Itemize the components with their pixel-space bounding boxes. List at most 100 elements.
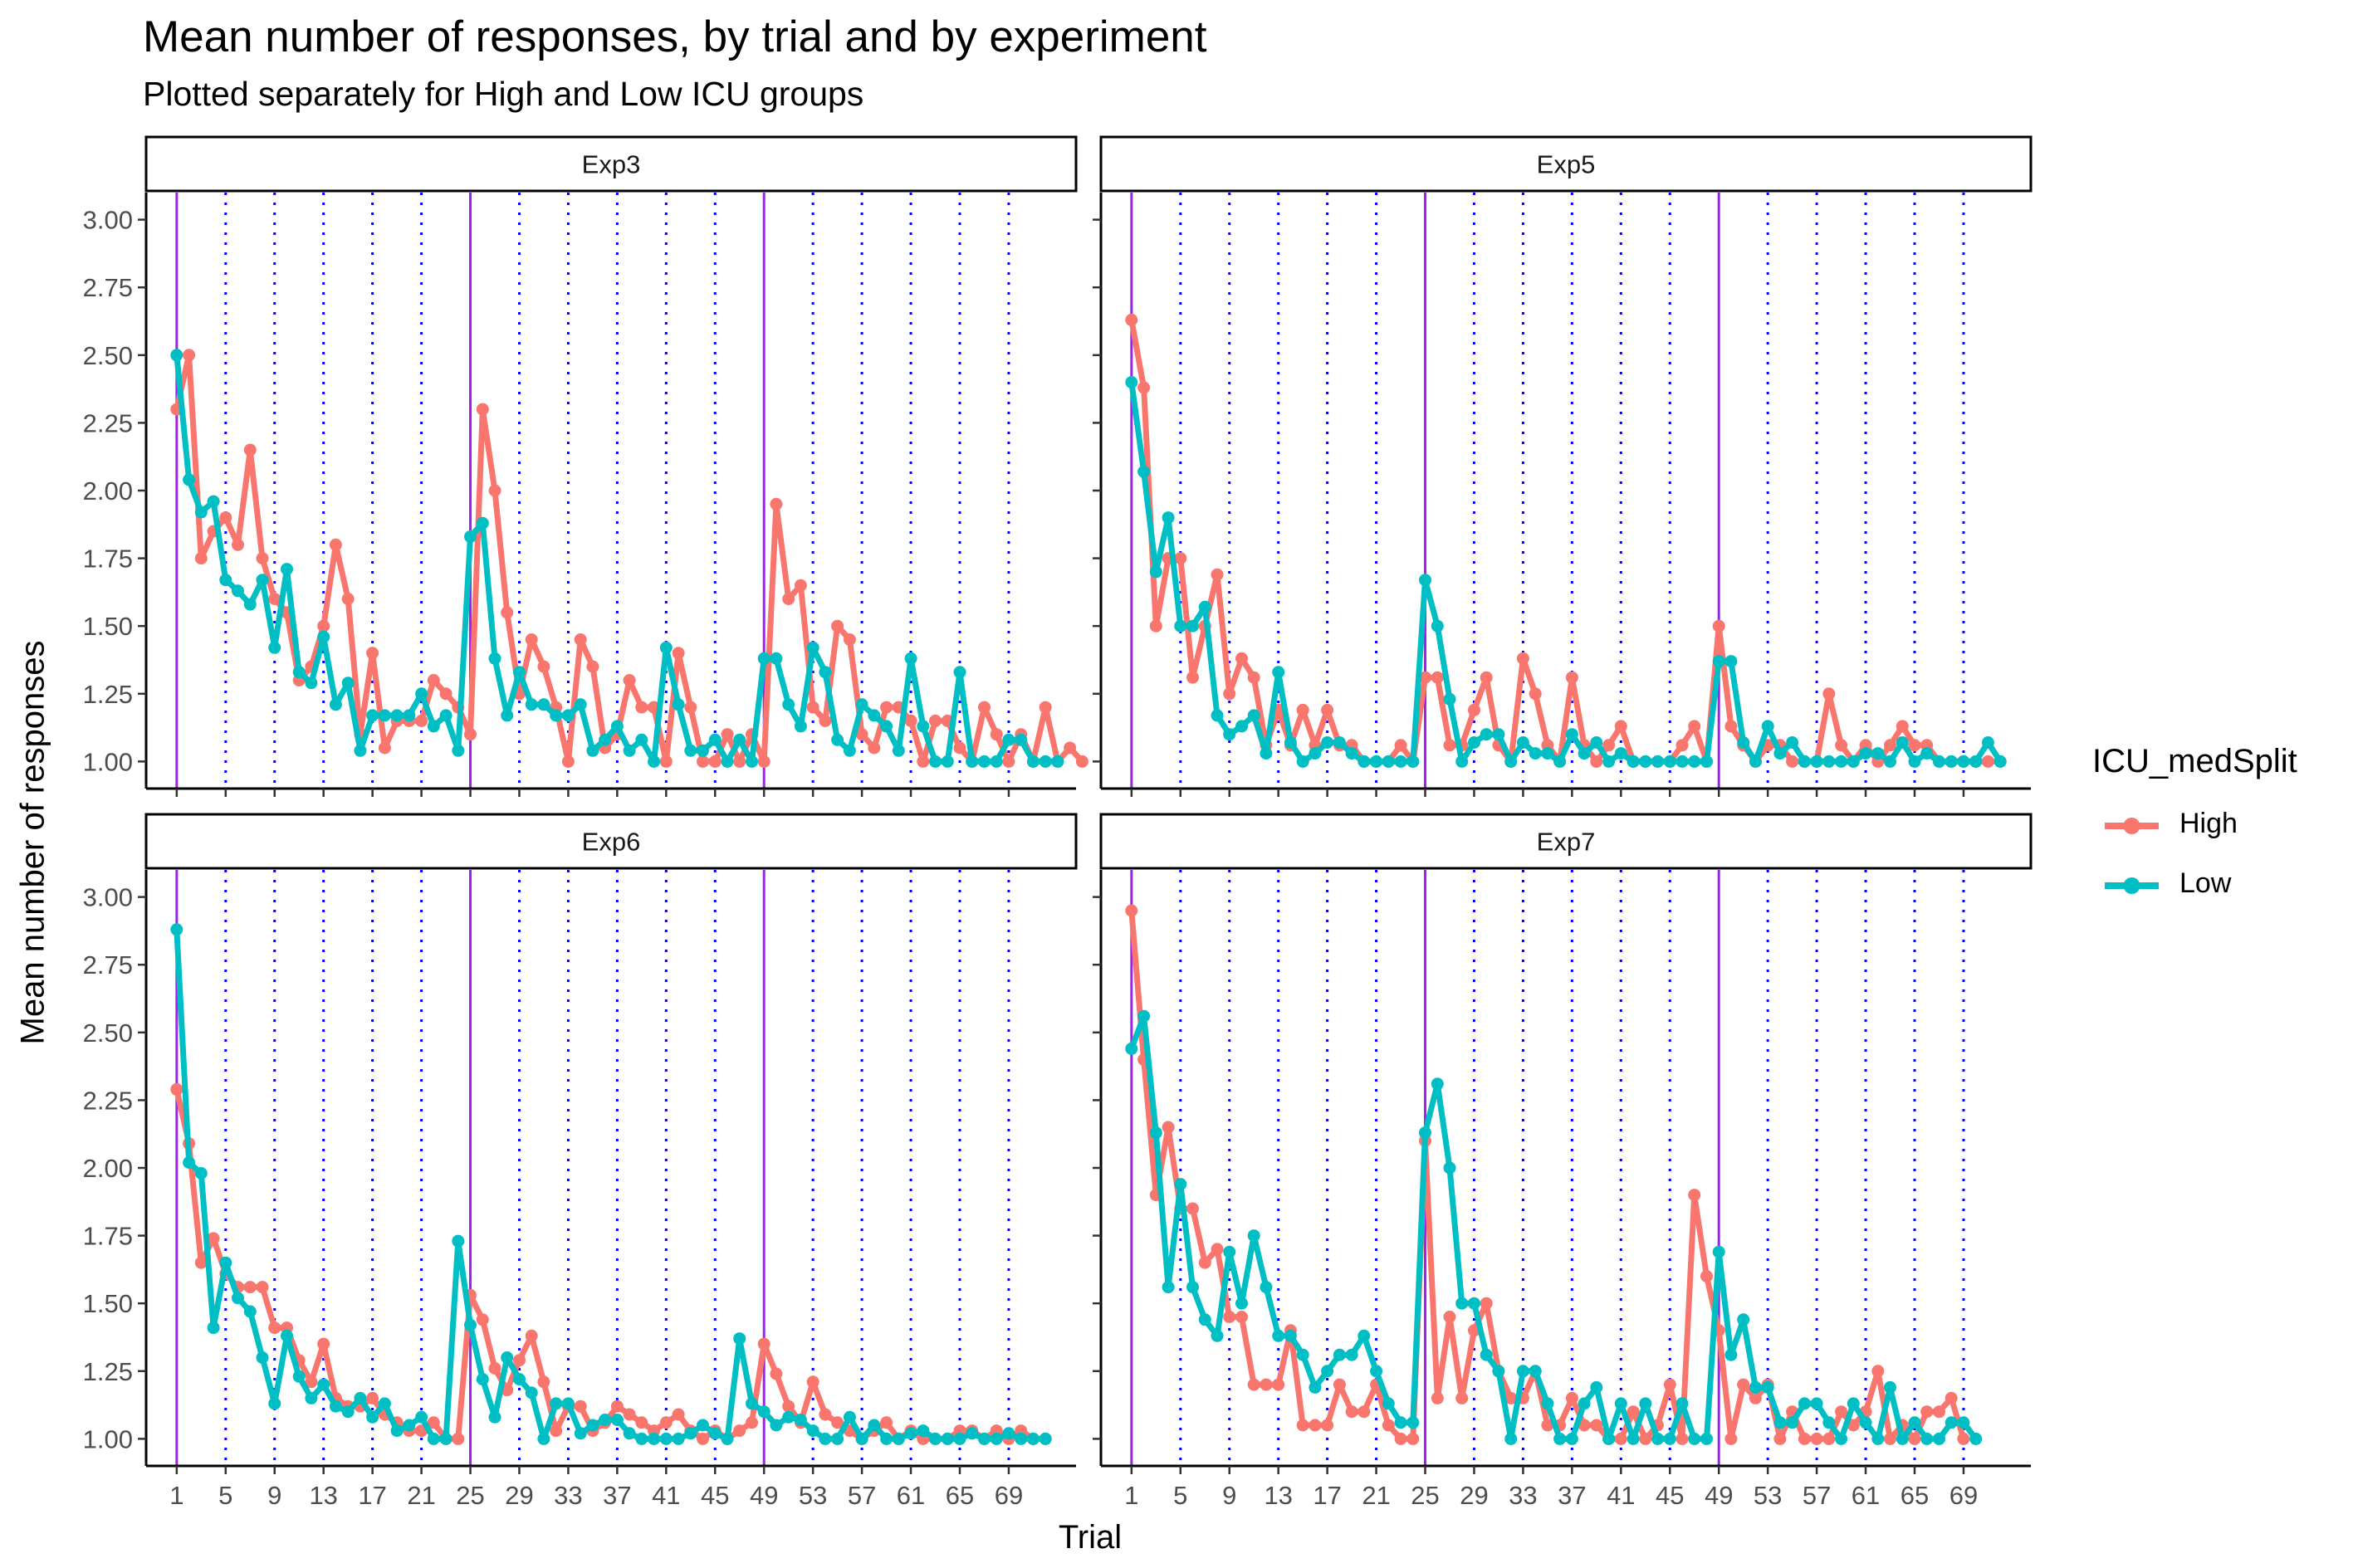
point-high-trial-65 — [953, 741, 966, 755]
point-high-trial-23 — [1394, 739, 1407, 752]
point-high-trial-27 — [1443, 739, 1456, 752]
point-low-trial-28 — [1455, 1297, 1469, 1310]
point-low-trial-64 — [941, 1432, 954, 1445]
facet-strip-exp3 — [144, 135, 1078, 193]
point-low-trial-63 — [1884, 755, 1896, 768]
series-line-low-exp7 — [1128, 1013, 1979, 1442]
point-low-trial-50 — [770, 1419, 783, 1432]
point-high-trial-13 — [317, 1337, 330, 1351]
point-low-trial-44 — [1651, 755, 1664, 768]
point-low-trial-39 — [635, 1432, 648, 1445]
point-low-trial-29 — [1468, 736, 1480, 749]
point-low-trial-38 — [623, 1427, 636, 1440]
point-low-trial-18 — [1333, 736, 1346, 749]
facet-strip-exp6 — [144, 813, 1078, 870]
point-low-trial-6 — [1186, 619, 1199, 633]
point-low-trial-70 — [1969, 755, 1983, 768]
y-tick-label: 2.50 — [83, 1018, 133, 1048]
point-low-trial-27 — [488, 1410, 501, 1424]
series-line-low-exp6 — [174, 929, 1046, 1442]
point-high-trial-10 — [1235, 652, 1248, 665]
point-low-trial-61 — [1859, 747, 1872, 760]
point-high-trial-52 — [794, 579, 807, 592]
point-high-trial-50 — [1724, 720, 1738, 733]
point-high-trial-58 — [868, 741, 881, 755]
x-tick-label: 29 — [505, 1481, 533, 1510]
y-tick-label: 2.75 — [83, 950, 133, 979]
point-low-trial-9 — [1223, 728, 1236, 741]
point-high-trial-57 — [855, 728, 868, 741]
point-low-trial-8 — [256, 574, 269, 587]
x-tick-label: 57 — [848, 1481, 876, 1510]
point-low-trial-32 — [550, 1397, 563, 1410]
point-low-trial-23 — [439, 1432, 452, 1445]
x-tick-label: 1 — [169, 1481, 183, 1510]
point-high-trial-26 — [1431, 1391, 1444, 1404]
point-high-trial-23 — [439, 687, 452, 701]
point-low-trial-4 — [1162, 511, 1175, 525]
point-low-trial-17 — [366, 709, 379, 722]
point-low-trial-21 — [415, 1410, 428, 1424]
point-low-trial-12 — [1260, 1281, 1273, 1294]
point-high-trial-42 — [672, 647, 685, 660]
point-high-trial-29 — [1468, 703, 1480, 716]
point-high-trial-8 — [1211, 568, 1224, 581]
point-high-trial-49 — [1712, 619, 1725, 633]
legend-label-high: High — [2179, 808, 2238, 839]
point-high-trial-34 — [1529, 687, 1542, 701]
point-low-trial-13 — [1272, 1329, 1285, 1342]
point-low-trial-52 — [794, 1414, 807, 1426]
point-high-trial-30 — [525, 1329, 538, 1342]
point-low-trial-36 — [599, 1414, 612, 1426]
point-high-trial-7 — [243, 443, 257, 457]
point-low-trial-67 — [1933, 755, 1945, 768]
point-low-trial-25 — [1419, 574, 1431, 587]
point-low-trial-54 — [1773, 747, 1787, 760]
point-high-trial-46 — [1675, 1432, 1689, 1445]
point-low-trial-21 — [1370, 1365, 1383, 1378]
x-tick-label: 49 — [750, 1481, 778, 1510]
point-high-trial-22 — [1382, 1419, 1395, 1432]
point-low-trial-39 — [1590, 1380, 1603, 1394]
point-low-trial-3 — [194, 1167, 208, 1180]
point-low-trial-51 — [782, 698, 795, 711]
point-high-trial-28 — [501, 606, 514, 619]
point-low-trial-56 — [843, 744, 856, 757]
x-tick-label: 49 — [1705, 1481, 1733, 1510]
legend-item-low: Low — [2101, 861, 2316, 911]
point-low-trial-60 — [1847, 755, 1860, 768]
point-low-trial-17 — [366, 1410, 379, 1424]
point-low-trial-19 — [390, 709, 404, 722]
point-low-trial-11 — [1247, 1229, 1260, 1243]
chart-title: Mean number of responses, by trial and b… — [143, 12, 1207, 61]
point-low-trial-63 — [929, 1432, 942, 1445]
point-low-trial-22 — [427, 720, 440, 733]
point-low-trial-42 — [672, 698, 685, 711]
y-tick-label: 2.50 — [83, 341, 133, 370]
point-high-trial-55 — [831, 619, 844, 633]
point-low-trial-71 — [1026, 755, 1040, 768]
point-low-trial-26 — [476, 516, 489, 530]
point-high-trial-51 — [782, 1399, 795, 1413]
point-low-trial-61 — [1859, 1416, 1872, 1429]
point-low-trial-4 — [207, 1321, 220, 1335]
x-tick-label: 41 — [652, 1481, 680, 1510]
point-high-trial-30 — [1480, 671, 1493, 684]
point-high-trial-66 — [1920, 1405, 1934, 1419]
point-low-trial-16 — [1309, 1380, 1322, 1394]
point-high-trial-59 — [880, 1416, 893, 1429]
point-low-trial-2 — [1137, 465, 1151, 478]
point-high-trial-11 — [1247, 671, 1260, 684]
point-low-trial-43 — [684, 744, 697, 757]
x-tick-label: 65 — [946, 1481, 974, 1510]
x-tick-label: 61 — [897, 1481, 925, 1510]
point-high-trial-40 — [1602, 739, 1616, 752]
point-high-trial-53 — [806, 701, 819, 714]
point-high-trial-35 — [586, 660, 599, 673]
point-low-trial-50 — [1724, 655, 1738, 668]
point-low-trial-45 — [708, 1427, 722, 1440]
point-low-trial-44 — [697, 1419, 709, 1432]
point-low-trial-53 — [806, 1424, 819, 1438]
point-low-trial-37 — [1565, 728, 1578, 741]
point-high-trial-2 — [1137, 381, 1151, 394]
